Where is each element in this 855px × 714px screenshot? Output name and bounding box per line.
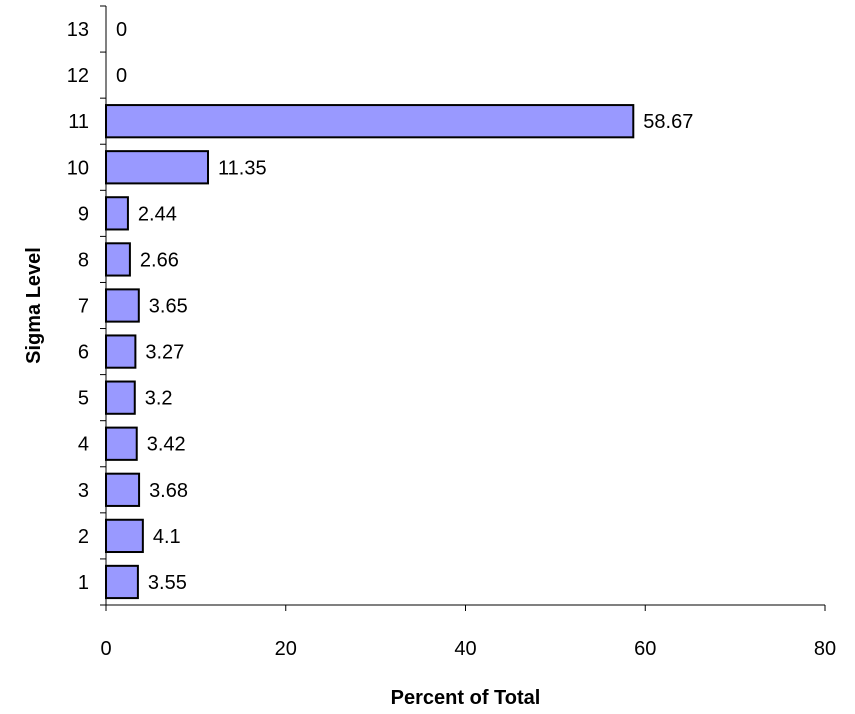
data-label: 0 [116,65,127,87]
bar [105,564,139,600]
data-label: 3.2 [145,388,173,410]
x-axis-title: Percent of Total [391,687,541,709]
x-tick-label: 40 [454,638,476,660]
bar [105,196,129,231]
bar [105,104,635,139]
data-label: 3.27 [145,342,184,364]
y-tick-label: 8 [78,249,89,271]
data-labels-group: 3.55 4.1 3.68 3.42 3.2 3.27 3.65 2.66 2.44 11.35 5… [116,19,693,594]
data-label: 2.66 [140,249,179,271]
x-tick-label: 0 [100,638,111,660]
y-tick-label: 10 [67,157,89,179]
y-tick-label: 3 [78,480,89,502]
data-label: 58.67 [643,111,693,133]
y-axis-title: Sigma Level [23,247,45,364]
y-tick-label: 9 [78,203,89,225]
y-tick-label: 5 [78,388,89,410]
bars-group [105,104,635,600]
y-tick-label: 12 [67,65,89,87]
bar [105,380,136,415]
bar [105,242,131,277]
data-label: 3.55 [148,572,187,594]
x-tick-label: 60 [634,638,656,660]
y-tick-label: 1 [78,572,89,594]
bar [105,518,144,554]
x-axis-ticks: 0 20 40 60 80 [100,605,836,660]
data-label: 4.1 [153,526,181,548]
bar [105,472,141,507]
y-tick-label: 4 [78,434,89,456]
data-label: 3.68 [149,480,188,502]
y-tick-label: 13 [67,19,89,41]
data-label: 11.35 [218,157,267,179]
bar [105,150,210,185]
bar [105,334,137,369]
y-tick-label: 2 [78,526,89,548]
data-label: 0 [116,19,127,41]
y-tick-label: 7 [78,296,89,318]
y-tick-label: 11 [68,111,89,133]
data-label: 2.44 [138,203,177,225]
data-label: 3.42 [147,434,186,456]
bar [105,288,140,323]
data-label: 3.65 [149,296,188,318]
x-tick-label: 80 [814,638,836,660]
x-tick-label: 20 [275,638,297,660]
y-tick-label: 6 [78,342,89,364]
bar [105,426,138,461]
